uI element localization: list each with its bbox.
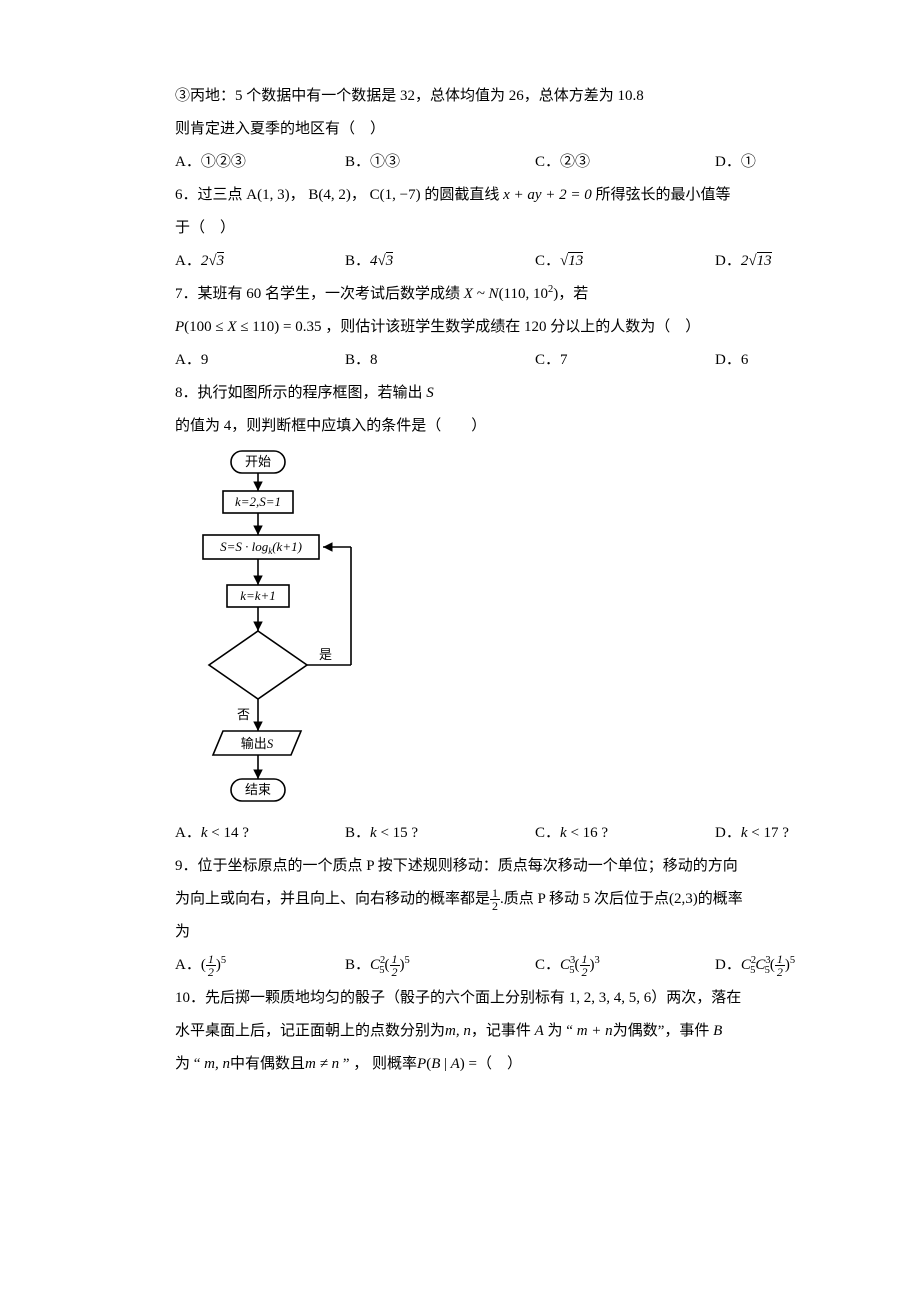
q6-pre: 6．过三点 [175, 187, 246, 203]
q9-options: A．(12)5 B．C25(12)5 C．C35(12)3 D．C25C35(1… [175, 949, 745, 982]
q7-line2: P(100 ≤ X ≤ 110) = 0.35 ，则估计该班学生数学成绩在 12… [175, 311, 745, 344]
svg-text:k=2,S=1: k=2,S=1 [235, 494, 281, 509]
q7-opt-b: B．8 [345, 344, 535, 377]
q5-line4: 则肯定进入夏季的地区有（ ） [175, 113, 745, 146]
q8-line1: 8．执行如图所示的程序框图，若输出 S 的值为 4，则判断框中应填入的条件是（ … [175, 377, 745, 443]
q6-eq: x + ay + 2 = 0 [503, 187, 592, 203]
q5-opt-c: C．②③ [535, 146, 715, 179]
flow-end: 结束 [245, 782, 271, 797]
flow-out: 输出S [241, 736, 274, 751]
q6-opt-d: D．2√13 [715, 245, 772, 278]
q8-opt-b: B．k < 15 ? [345, 817, 535, 850]
q7-opt-c: C．7 [535, 344, 715, 377]
flow-yes: 是 [319, 647, 332, 662]
q5-opt-a: A．①②③ [175, 146, 345, 179]
frac-half: 12 [490, 887, 500, 912]
q5-options: A．①②③ B．①③ C．②③ D．① [175, 146, 745, 179]
q10-P: P(B | A) = [417, 1056, 477, 1072]
flowchart: 开始 k=2,S=1 S=S · logk(k+1) k=k+1 是 否 输出S… [175, 443, 745, 817]
q5-opt-d: D．① [715, 146, 756, 179]
q5-opt-b: B．①③ [345, 146, 535, 179]
q8-opt-d: D．k < 17 ? [715, 817, 789, 850]
q6-pointB: B(4, 2) [308, 187, 351, 203]
q6-pointA: A(1, 3) [246, 187, 289, 203]
q6-opt-c: C．√13 [535, 245, 715, 278]
q5-line3: ③丙地：5 个数据中有一个数据是 32，总体均值为 26，总体方差为 10.8 [175, 80, 745, 113]
q10-line3: 为 “ m, n中有偶数且m ≠ n ” ， 则概率P(B | A) =（ ） [175, 1048, 745, 1081]
q8-opt-c: C．k < 16 ? [535, 817, 715, 850]
q10-line1: 10．先后掷一颗质地均匀的骰子（骰子的六个面上分别标有 1, 2, 3, 4, … [175, 982, 745, 1015]
q6-options: A．2√3 B．4√3 C．√13 D．2√13 [175, 245, 745, 278]
q7-prob: P(100 ≤ X ≤ 110) = 0.35 [175, 319, 321, 335]
q9-line1: 9．位于坐标原点的一个质点 P 按下述规则移动：质点每次移动一个单位；移动的方向 [175, 850, 745, 883]
q9-line3: 为 [175, 916, 745, 949]
q7-options: A．9 B．8 C．7 D．6 [175, 344, 745, 377]
q6-opt-b: B．4√3 [345, 245, 535, 278]
flow-no: 否 [237, 707, 250, 722]
q7-opt-a: A．9 [175, 344, 345, 377]
q6-line2: 于（ ） [175, 212, 745, 245]
svg-text:k=k+1: k=k+1 [240, 588, 276, 603]
q8-opt-a: A．k < 14 ? [175, 817, 345, 850]
q9-opt-c: C．C35(12)3 [535, 949, 715, 982]
q6-line1: 6．过三点 A(1, 3)， B(4, 2)， C(1, −7) 的圆截直线 x… [175, 179, 745, 212]
q9-line2: 为向上或向右，并且向上、向右移动的概率都是12.质点 P 移动 5 次后位于点(… [175, 883, 745, 916]
q7-dist: X ~ N(110, 102) [464, 286, 559, 302]
q9-opt-b: B．C25(12)5 [345, 949, 535, 982]
q6-opt-a: A．2√3 [175, 245, 345, 278]
q10-line2: 水平桌面上后，记正面朝上的点数分别为m, n，记事件 A 为 “ m + n为偶… [175, 1015, 745, 1048]
flow-start: 开始 [245, 454, 271, 469]
q6-pointC: C(1, −7) [370, 187, 421, 203]
q9-opt-d: D．C25C35(12)5 [715, 949, 795, 982]
svg-text:S=S · logk(k+1): S=S · logk(k+1) [220, 539, 302, 556]
q9-opt-a: A．(12)5 [175, 949, 345, 982]
q7-opt-d: D．6 [715, 344, 748, 377]
q8-options: A．k < 14 ? B．k < 15 ? C．k < 16 ? D．k < 1… [175, 817, 745, 850]
q7-line1: 7．某班有 60 名学生，一次考试后数学成绩 X ~ N(110, 102)，若 [175, 278, 745, 311]
